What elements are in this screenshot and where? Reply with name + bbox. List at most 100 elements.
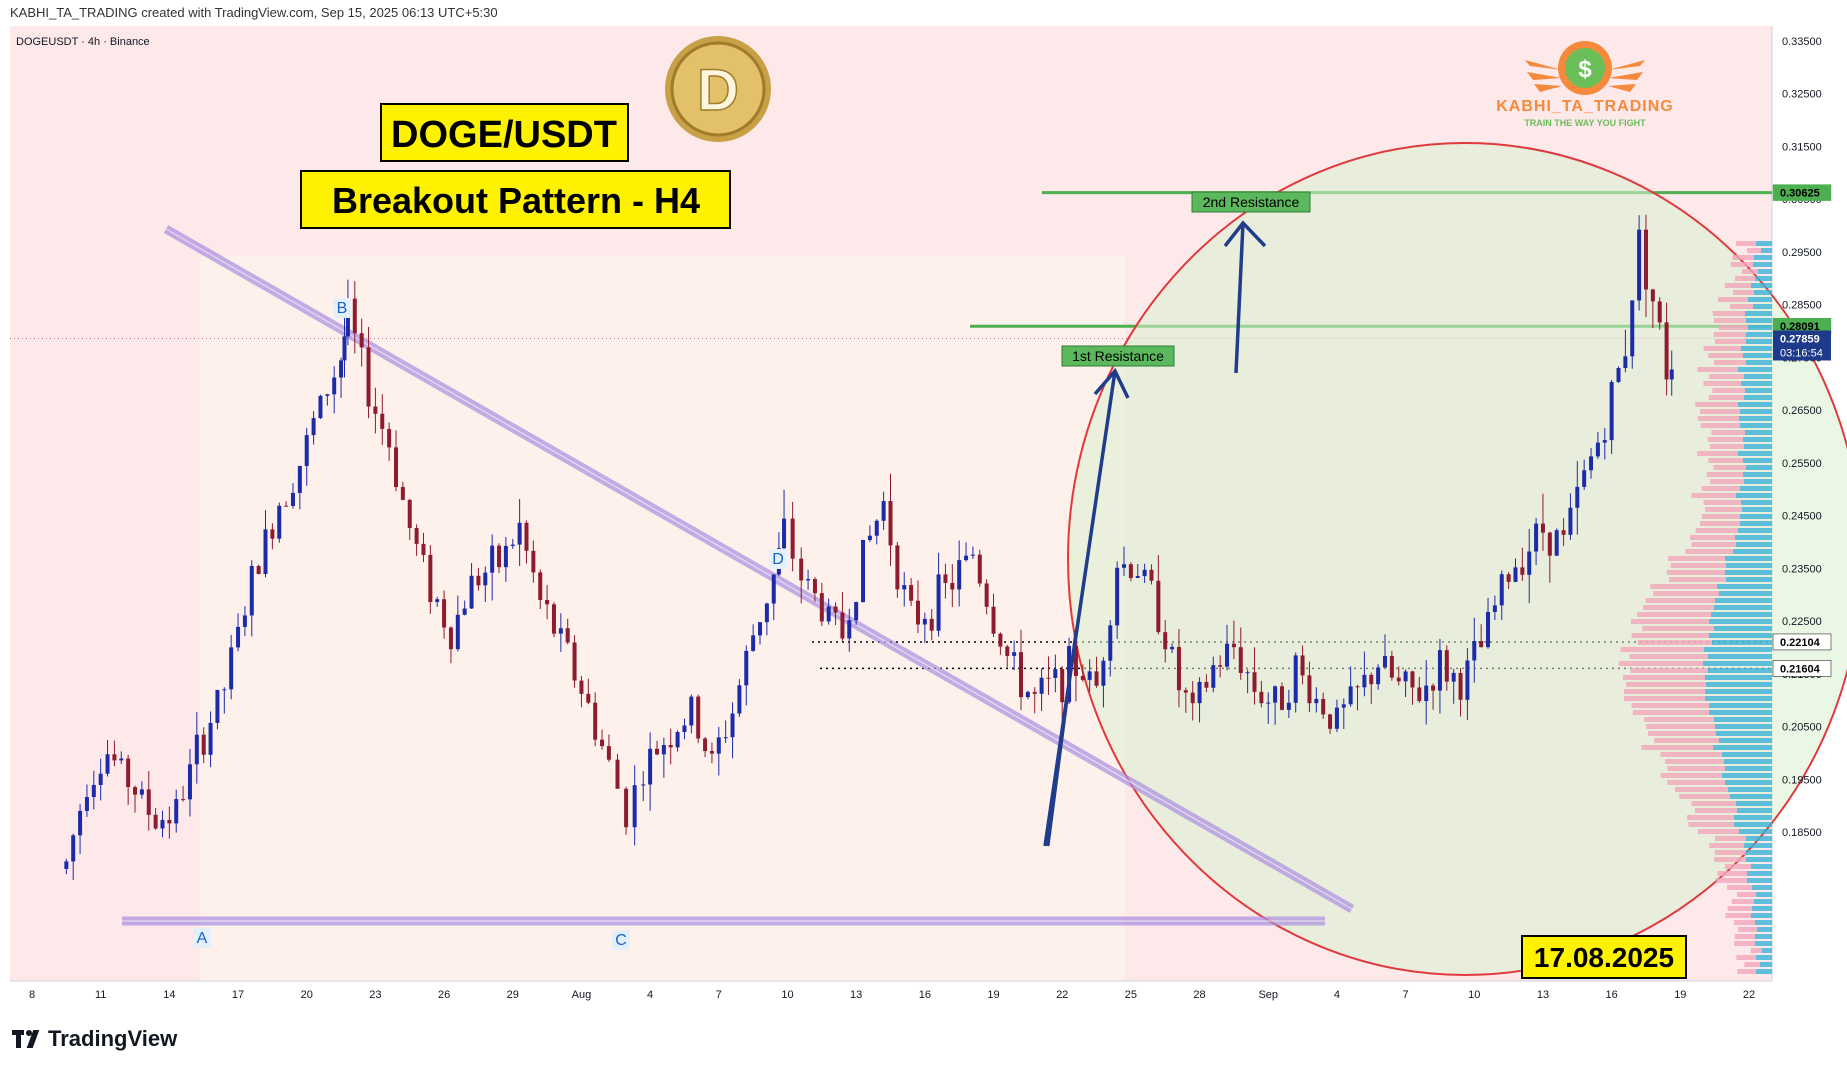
volume-bar-sell	[1737, 892, 1756, 897]
candle-body	[222, 689, 227, 691]
volume-bar-sell	[1708, 395, 1744, 400]
volume-bar-sell	[1718, 325, 1748, 330]
volume-bar-sell	[1679, 794, 1730, 799]
current-price-tag-bg	[1773, 330, 1831, 361]
candle-body	[1465, 660, 1470, 700]
candle-body	[867, 535, 872, 540]
candle-body	[359, 333, 364, 348]
volume-bar-buy	[1745, 311, 1772, 316]
candle-body	[297, 465, 302, 493]
volume-bar-sell	[1630, 619, 1709, 624]
candle-body	[1183, 690, 1188, 693]
volume-bar-sell	[1641, 745, 1713, 750]
volume-bar-sell	[1725, 913, 1751, 918]
volume-bar-sell	[1626, 682, 1706, 687]
doge-coin-icon: D	[665, 36, 771, 142]
volume-bar-sell	[1733, 920, 1755, 925]
candle-body	[442, 599, 447, 628]
candle-body	[249, 565, 254, 616]
target-arrows	[1043, 220, 1267, 847]
volume-bar-sell	[1700, 423, 1740, 428]
volume-bar-buy	[1708, 654, 1772, 659]
volume-bar-buy	[1753, 304, 1772, 309]
candle-body	[1128, 564, 1133, 579]
candle-body	[751, 635, 756, 651]
candle-body	[1279, 686, 1284, 710]
resistance-label-1: 1st Resistance	[1061, 345, 1175, 367]
candle-body	[1410, 671, 1415, 688]
volume-bar-sell	[1735, 276, 1755, 281]
descending-trendline-core	[165, 228, 1353, 910]
dollar-icon: $	[1578, 56, 1592, 83]
volume-bar-sell	[1654, 738, 1719, 743]
volume-bar-sell	[1695, 528, 1738, 533]
candle-body	[1190, 692, 1195, 704]
x-tick-label: Aug	[572, 989, 592, 1001]
trendlines[interactable]	[122, 225, 1355, 926]
volume-bar-sell	[1695, 402, 1738, 407]
candle-body	[1669, 369, 1674, 380]
y-tick-label: 0.22500	[1782, 616, 1822, 628]
candle-body	[1362, 674, 1367, 688]
candle-body	[490, 545, 495, 573]
candle-body	[964, 555, 969, 561]
candle-body	[160, 819, 165, 829]
candle-body	[565, 628, 570, 643]
candle-body	[854, 602, 859, 621]
candle-body	[668, 745, 673, 748]
volume-bar-buy	[1725, 766, 1772, 771]
candle-body	[1293, 655, 1298, 703]
candle-body	[696, 696, 701, 739]
volume-bar-sell	[1714, 339, 1746, 344]
volume-bar-sell	[1631, 703, 1709, 708]
volume-bar-sell	[1644, 717, 1714, 722]
arrow-2-head	[1223, 220, 1267, 248]
candle-body	[703, 738, 708, 751]
volume-bar-buy	[1708, 668, 1772, 673]
volume-bar-sell	[1744, 962, 1760, 967]
volume-bar-buy	[1746, 465, 1772, 470]
candle-body	[270, 529, 275, 539]
candle-body	[758, 622, 763, 636]
volume-bar-sell	[1700, 521, 1740, 526]
volume-bar-buy	[1746, 332, 1772, 337]
volume-bar-buy	[1751, 864, 1772, 869]
y-tick-label: 0.31500	[1782, 141, 1822, 153]
volume-bar-sell	[1687, 815, 1734, 820]
volume-bar-buy	[1744, 374, 1772, 379]
volume-bar-sell	[1622, 675, 1705, 680]
candle-body	[352, 298, 357, 334]
candle-body	[922, 618, 927, 625]
volume-bar-buy	[1747, 878, 1772, 883]
candle-body	[139, 789, 144, 795]
candle-body	[1424, 685, 1429, 702]
candle-body	[1547, 532, 1552, 556]
volume-bar-sell	[1637, 640, 1712, 645]
candle-body	[1534, 523, 1539, 552]
volume-bar-buy	[1751, 913, 1772, 918]
candle-body	[428, 554, 433, 603]
candle-body	[943, 574, 948, 583]
volume-bar-sell	[1648, 731, 1716, 736]
resistance-label-2: 2nd Resistance	[1191, 191, 1311, 213]
volume-bar-buy	[1734, 822, 1772, 827]
volume-bar-sell	[1666, 570, 1725, 575]
volume-bar-buy	[1714, 626, 1772, 631]
volume-bar-buy	[1738, 528, 1772, 533]
volume-bar-buy	[1738, 402, 1772, 407]
candle-body	[1025, 691, 1030, 698]
candle-body	[538, 572, 543, 601]
volume-bar-sell	[1732, 255, 1754, 260]
candle-body	[242, 615, 247, 627]
candle-body	[318, 395, 323, 419]
current-price-text: 0.27859	[1780, 333, 1820, 345]
tradingview-logo[interactable]: TradingView	[12, 1026, 177, 1052]
candle-body	[229, 647, 234, 690]
candle-body	[201, 734, 206, 755]
candle-body	[284, 505, 289, 507]
volume-bar-buy	[1746, 857, 1772, 862]
y-tick-label: 0.23500	[1782, 563, 1822, 575]
candle-body	[236, 626, 241, 648]
candle-body	[71, 835, 76, 862]
